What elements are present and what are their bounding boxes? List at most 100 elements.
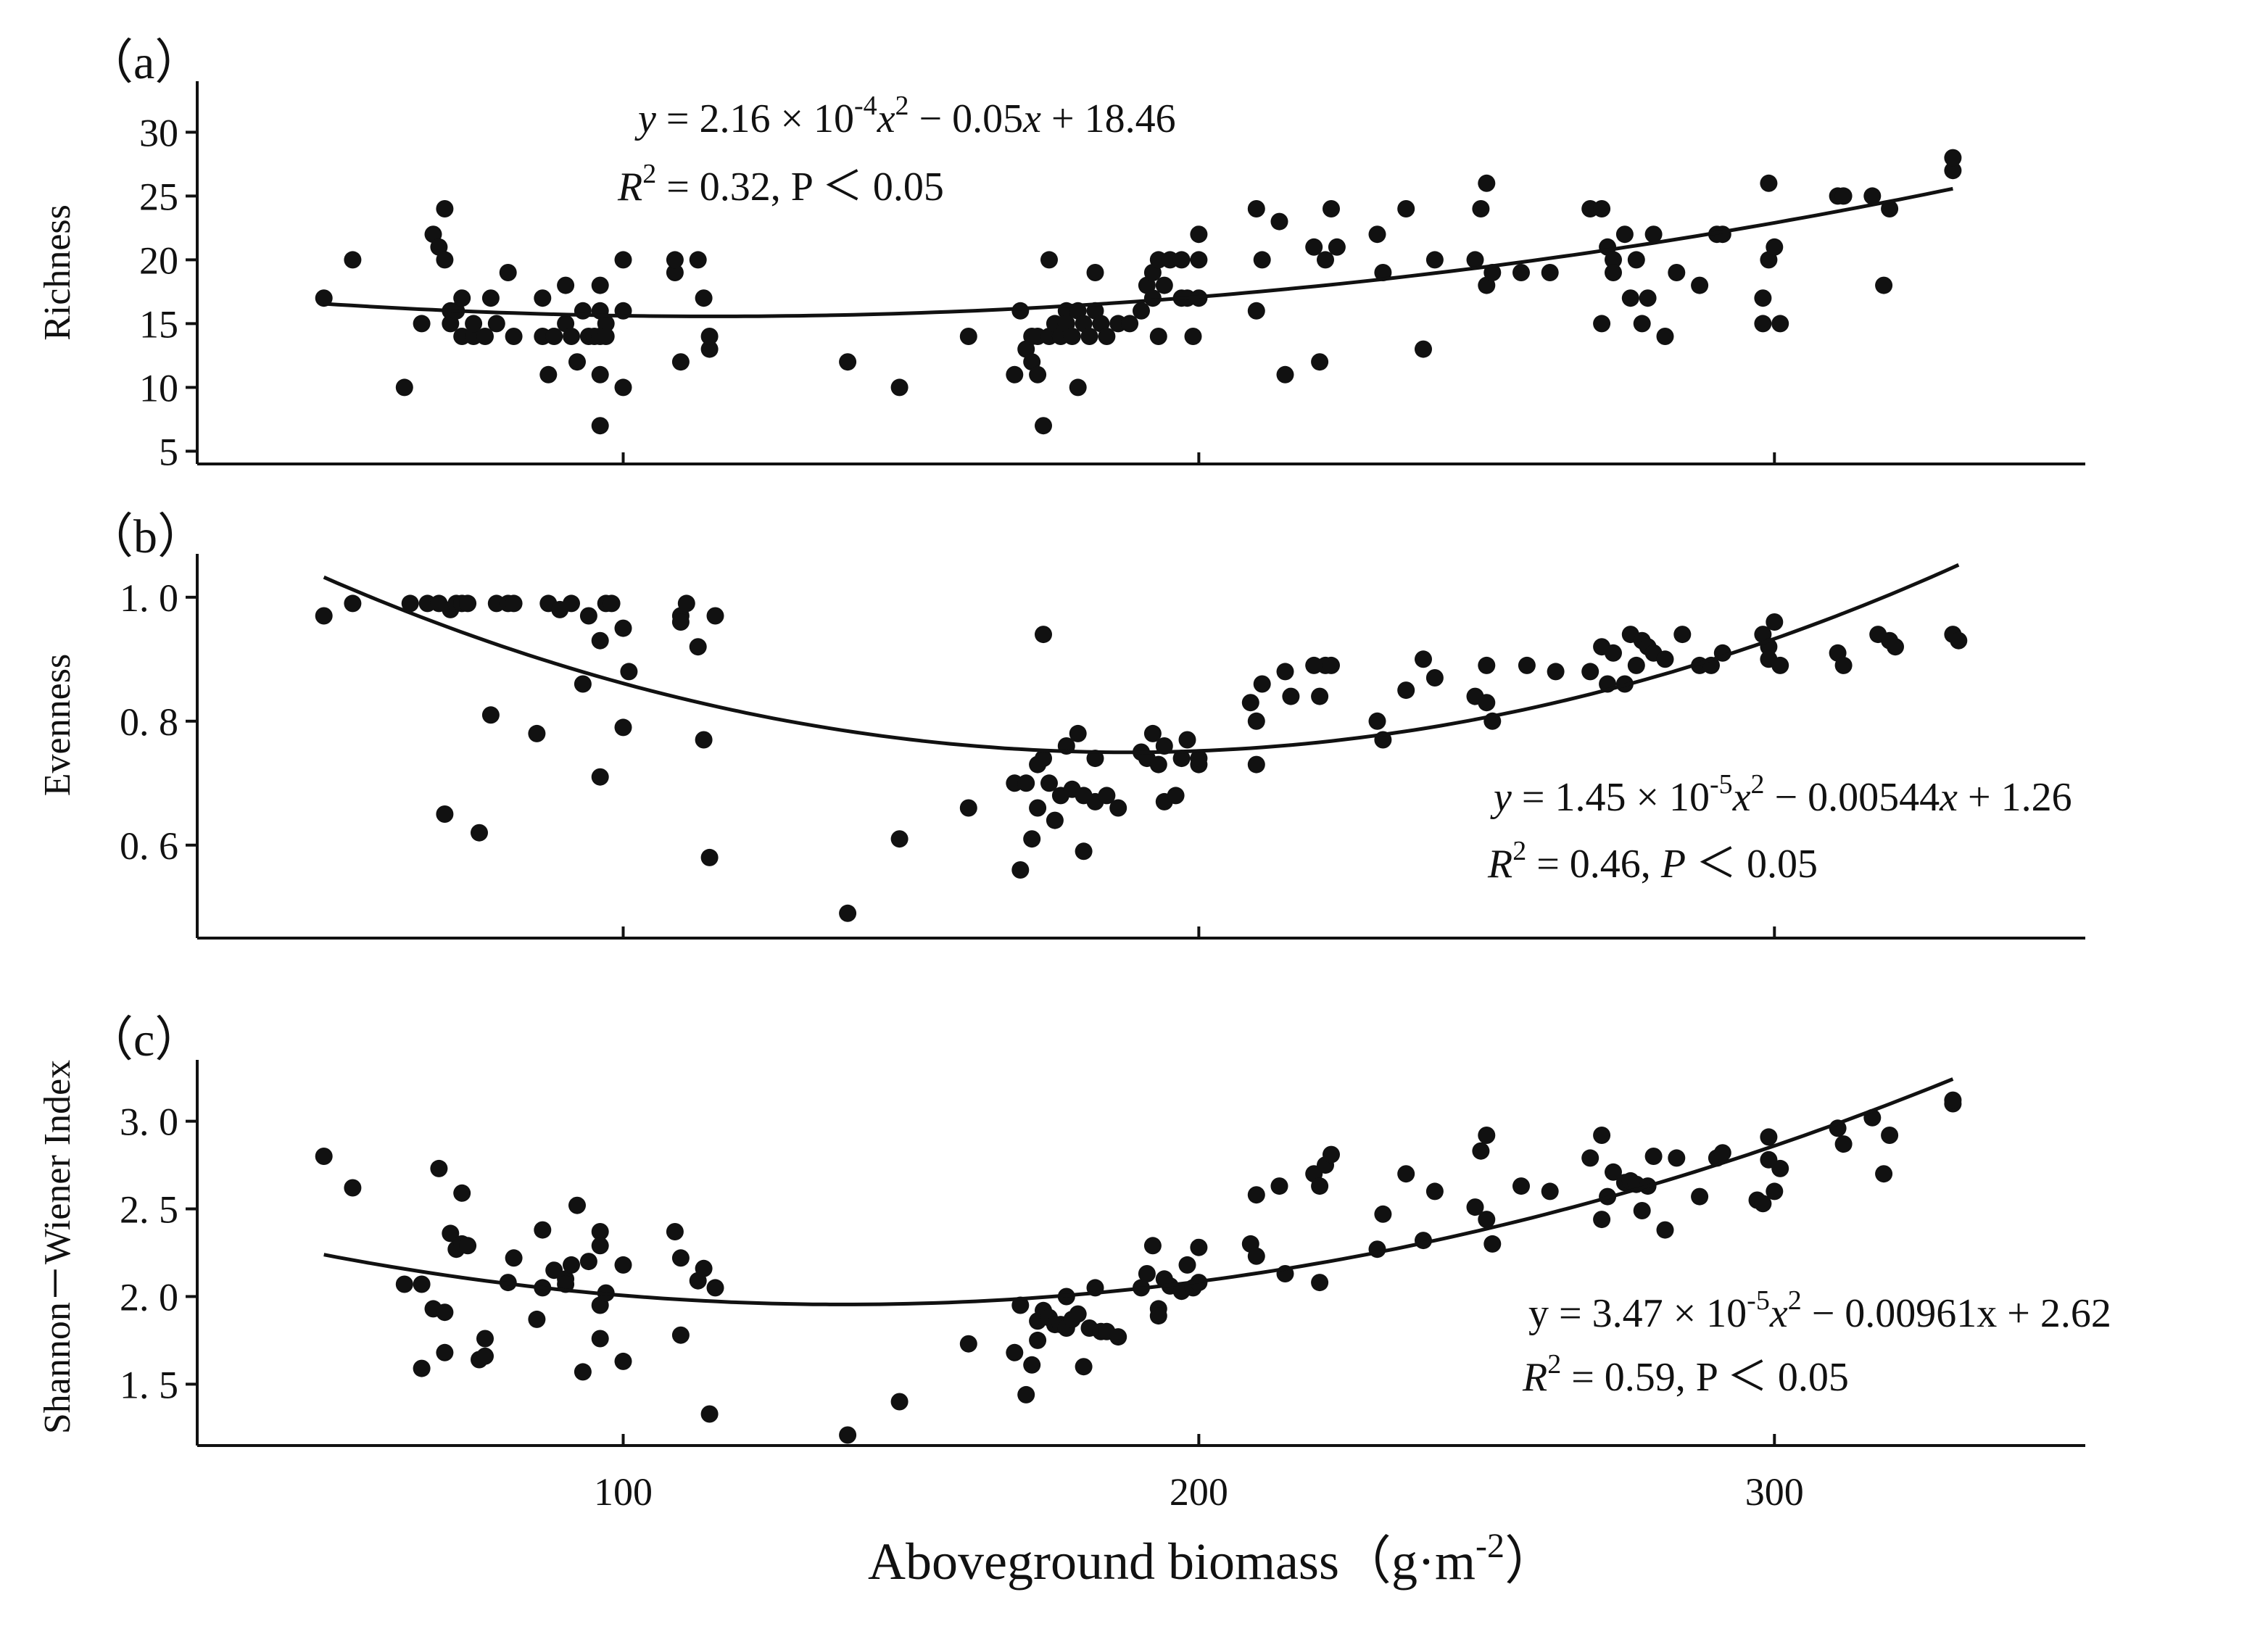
panel-b-point-33 (700, 848, 719, 866)
panel-c-point-3 (413, 1359, 431, 1377)
panel-b-point-81 (1397, 681, 1415, 700)
panel-c-point-9 (442, 1224, 460, 1243)
panel-c-point-89 (1374, 1205, 1392, 1223)
panel-a-point-28 (574, 302, 592, 320)
panel-a-ytick-label-0: 5 (159, 430, 178, 473)
panel-c-point-93 (1466, 1198, 1484, 1216)
panel-a-point-46 (700, 340, 719, 358)
panel-a-point-103 (1397, 200, 1415, 217)
panel-c-point-68 (1143, 1237, 1162, 1255)
panel-b-point-31 (689, 638, 707, 656)
panel-c-fit-curve (323, 1077, 1954, 1306)
panel-a-point-31 (591, 276, 609, 294)
panel-a-point-42 (666, 251, 684, 269)
panel-b-point-34 (706, 607, 724, 625)
panel-b-point-108 (1766, 613, 1784, 631)
panel-c-point-44 (890, 1393, 909, 1411)
panel-a-point-111 (1512, 264, 1530, 281)
panel-a-fit-curve (323, 186, 1953, 318)
panel-c-point-84 (1311, 1177, 1329, 1195)
panel-c-point-51 (1029, 1331, 1047, 1349)
panel-c-xticks (621, 1434, 1776, 1446)
panel-a-point-100 (1328, 238, 1346, 256)
eq-b-y: y (1490, 775, 1512, 820)
panel-a-point-18 (499, 264, 517, 281)
panel-b-point-96 (1627, 656, 1645, 674)
panel-b-point-55 (1086, 750, 1104, 768)
panel-b-point-24 (603, 594, 621, 613)
panel-a-point-99 (1323, 200, 1340, 217)
panel-b-point-20 (579, 607, 597, 625)
panel-a-point-7 (436, 251, 454, 269)
stats-b-tail: ＜ 0.05 (1686, 842, 1818, 887)
panel-c-point-123 (1834, 1135, 1853, 1153)
eq-c-exp: -5 (1747, 1285, 1770, 1316)
panel-b-point-11 (481, 706, 500, 724)
panel-b-point-89 (1547, 663, 1565, 681)
panel-b-ytick-label-0: 0. 6 (120, 824, 178, 868)
panel-c-point-59 (1069, 1305, 1087, 1323)
eq-b-xvar: x (1939, 775, 1958, 820)
panel-a-point-17 (487, 315, 505, 333)
panel-c-point-19 (528, 1310, 546, 1328)
x-axis-label-sup: -2 (1476, 1527, 1505, 1565)
stats-a-sup: 2 (642, 159, 656, 189)
eq-c-x2: x (1769, 1291, 1788, 1336)
panel-c-point-92 (1425, 1182, 1444, 1201)
panel-c-point-0 (315, 1148, 333, 1165)
panel-b-point-109 (1771, 656, 1789, 674)
panel-a-point-96 (1305, 238, 1323, 256)
panel-c-point-37 (671, 1249, 690, 1267)
panel-a-point-73 (1098, 328, 1116, 345)
panel-c-xtick-labels: 100 200 300 (594, 1470, 1804, 1514)
eq-c-y: y (1528, 1291, 1549, 1336)
stats-c-text: = 0.59, P ＜ 0.05 (1561, 1355, 1849, 1400)
panel-a-point-127 (1691, 276, 1709, 294)
panel-a-point-121 (1627, 251, 1645, 269)
panel-b-point-70 (1247, 712, 1265, 730)
panel-c-point-15 (476, 1347, 494, 1365)
panel-a-point-3 (413, 315, 431, 333)
panel-a-point-112 (1541, 264, 1559, 281)
panel-c-point-118 (1760, 1128, 1778, 1146)
panel-c-label: （c） (86, 1013, 202, 1066)
panel-c-point-45 (959, 1335, 977, 1353)
panel-b-point-88 (1518, 656, 1536, 674)
panel-a-point-52 (1011, 302, 1030, 320)
panel-b-ylabel: Evenness (37, 654, 78, 796)
panel-c-point-38 (671, 1326, 690, 1344)
panel-c-point-41 (700, 1405, 719, 1423)
panel-b-point-45 (1035, 750, 1052, 768)
panel-b-point-90 (1581, 663, 1599, 681)
panel-b-point-1 (344, 594, 362, 613)
panel-b-point-65 (1172, 750, 1191, 768)
panel-b-point-114 (1887, 638, 1904, 656)
panel-b-point-14 (505, 594, 523, 613)
panel-b-point-56 (1098, 787, 1116, 805)
panel-b-point-30 (677, 594, 695, 613)
panel-a-point-36 (597, 315, 615, 333)
panel-a-point-60 (1040, 251, 1058, 269)
panel-a-point-107 (1472, 200, 1490, 217)
panel-b-point-68 (1190, 750, 1208, 768)
panel-a-ytick-label-3: 20 (139, 239, 178, 282)
panel-c-ytick-label-1: 2. 0 (120, 1275, 178, 1319)
panel-b-point-29 (671, 613, 690, 631)
panel-a-point-47 (700, 328, 719, 345)
panel-c-point-115 (1713, 1144, 1731, 1162)
panel-c-point-28 (579, 1253, 597, 1271)
panel-c-point-49 (1023, 1356, 1041, 1374)
panel-c-point-35 (614, 1256, 632, 1274)
stats-c-r: R (1522, 1355, 1547, 1400)
panel-b-point-52 (1075, 842, 1093, 861)
panel-b-point-46 (1040, 774, 1058, 792)
panel-b-point-44 (1035, 626, 1052, 644)
eq-a-tail: + 18.46 (1041, 96, 1176, 141)
stats-b-text: = 0.46, (1526, 842, 1661, 887)
panel-a-point-141 (1944, 162, 1962, 180)
panel-c-ylabel: Shannon－Wiener Index (37, 1060, 78, 1434)
panel-b-xticks (621, 926, 1776, 938)
panel-b-point-25 (614, 619, 632, 637)
panel-a-point-57 (1029, 365, 1047, 383)
panel-c-point-94 (1472, 1142, 1490, 1160)
